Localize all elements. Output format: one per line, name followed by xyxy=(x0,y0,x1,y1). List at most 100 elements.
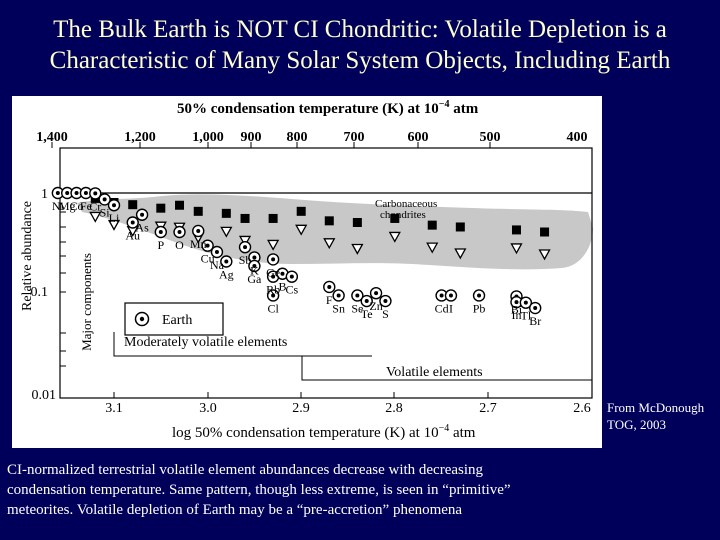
volatile-label: Volatile elements xyxy=(386,365,483,380)
element-label: O xyxy=(175,238,184,252)
chondrite-square-marker xyxy=(156,203,166,213)
chondrite-square-marker xyxy=(128,200,138,210)
chondrite-triangle-marker xyxy=(89,211,102,223)
earth-marker-dot xyxy=(523,300,528,305)
top-tick: 1,400 xyxy=(36,130,68,145)
chondrite-triangle-marker xyxy=(426,242,439,254)
earth-marker-dot xyxy=(477,293,482,298)
earth-marker-dot xyxy=(252,263,257,268)
earth-marker-dot xyxy=(271,293,276,298)
top-tick: 900 xyxy=(241,130,262,145)
volatile-bracket xyxy=(301,356,592,381)
earth-marker-dot xyxy=(177,229,182,234)
element-label: Ga xyxy=(247,272,262,286)
element-label: Cs xyxy=(285,283,298,297)
earth-marker-dot xyxy=(374,291,379,296)
bottom-tick: 2.8 xyxy=(385,401,403,416)
element-label: Tl xyxy=(521,309,532,323)
chondrite-triangle-marker xyxy=(351,243,364,255)
top-tick: 600 xyxy=(408,130,429,145)
chondrite-square-marker xyxy=(427,220,437,230)
top-tick: 500 xyxy=(480,130,501,145)
y-axis-ticks: 1 0.1 0.01 xyxy=(31,187,57,403)
element-label: Cu xyxy=(201,252,215,266)
earth-marker-dot xyxy=(140,212,145,217)
plot-frame xyxy=(59,147,593,399)
earth-marker-dot xyxy=(74,191,79,195)
bottom-tick: 3.1 xyxy=(105,401,123,416)
chondrite-square-marker xyxy=(455,222,465,232)
earth-marker-dot xyxy=(448,293,453,298)
earth-marker-dot xyxy=(252,255,257,260)
element-label: Rb xyxy=(266,283,280,297)
bottom-tick: 2.7 xyxy=(479,401,497,416)
earth-marker-dot xyxy=(205,243,210,248)
bottom-tick: 2.6 xyxy=(573,401,591,416)
moderately-volatile-label: Moderately volatile elements xyxy=(124,335,287,350)
element-label: Bi xyxy=(511,302,523,316)
chondrite-square-marker xyxy=(268,213,278,223)
element-label: I xyxy=(449,301,453,315)
earth-marker-dot xyxy=(327,284,332,289)
chart-svg: 50% condensation temperature (K) at 10−4… xyxy=(20,99,593,441)
caption-line-3: meteorites. Volatile depletion of Earth … xyxy=(7,502,463,518)
earth-marker-dot xyxy=(65,191,70,195)
element-label: Ag xyxy=(219,267,234,281)
chondrite-triangle-marker xyxy=(388,231,401,243)
top-axis-ticks: 1,400 1,200 1,000 900 800 700 600 500 40… xyxy=(36,130,587,145)
element-label: F xyxy=(326,293,333,307)
credit-line-1: From McDonough xyxy=(607,400,705,415)
y-tick: 0.01 xyxy=(32,388,57,403)
earth-marker-dot xyxy=(289,274,294,279)
chondrite-square-marker xyxy=(221,208,231,218)
bottom-axis-ticks: 3.1 3.0 2.9 2.8 2.7 2.6 xyxy=(105,401,591,416)
caption-line-2: condensation temperature. Same pattern, … xyxy=(7,482,511,498)
top-axis-title: 50% condensation temperature (K) at 10−4… xyxy=(177,99,479,117)
element-label: Pb xyxy=(473,301,486,315)
y-tick: 1 xyxy=(41,187,48,202)
earth-marker-dot xyxy=(514,300,519,305)
element-label: In xyxy=(511,308,521,322)
top-tick: 1,000 xyxy=(192,130,224,145)
bottom-axis-title: log 50% condensation temperature (K) at … xyxy=(172,423,476,441)
chondrite-triangle-marker xyxy=(454,248,467,260)
earth-marker-dot xyxy=(224,259,229,264)
top-tick: 400 xyxy=(567,130,588,145)
earth-marker-dot xyxy=(355,293,360,298)
legend: Earth xyxy=(124,302,224,336)
element-label: Cl xyxy=(267,301,279,315)
chondrite-square-marker xyxy=(511,225,521,235)
y-tick: 0.1 xyxy=(31,285,49,300)
moderately-volatile-bracket xyxy=(113,332,372,357)
earth-marker-dot xyxy=(55,191,60,195)
y-minor-ticks xyxy=(60,211,66,367)
element-label: S xyxy=(382,307,389,321)
bottom-tick: 2.9 xyxy=(292,401,310,416)
top-tick: 700 xyxy=(344,130,365,145)
figure-credit: From McDonough TOG, 2003 xyxy=(607,399,717,433)
element-label: Te xyxy=(361,307,373,321)
legend-earth-marker-dot xyxy=(139,316,145,322)
chondrite-square-marker xyxy=(296,206,306,216)
element-label: Na xyxy=(210,258,225,272)
chondrite-square-marker xyxy=(352,218,362,228)
slide-title: The Bulk Earth is NOT CI Chondritic: Vol… xyxy=(0,14,720,76)
element-label: Au xyxy=(125,229,140,243)
chondrite-triangle-marker xyxy=(538,249,551,261)
legend-earth-label: Earth xyxy=(162,313,192,328)
chondrite-square-marker xyxy=(193,206,203,216)
chondrite-triangle-marker xyxy=(238,235,252,247)
earth-marker-dot xyxy=(533,306,538,311)
carbonaceous-label-2: chondrites xyxy=(380,209,426,221)
earth-marker-dot xyxy=(243,245,248,250)
earth-marker-dot xyxy=(158,229,163,234)
element-label: Sn xyxy=(332,301,345,315)
chondrite-triangle-marker xyxy=(267,239,280,251)
slide-caption: CI-normalized terrestrial volatile eleme… xyxy=(7,460,647,520)
element-label: Sb xyxy=(239,253,252,267)
chart-marks xyxy=(51,186,551,315)
earth-marker-dot xyxy=(83,191,88,195)
chondrite-square-marker xyxy=(540,227,550,237)
chondrite-triangle-marker xyxy=(220,226,233,238)
chondrite-triangle-marker xyxy=(107,219,121,231)
